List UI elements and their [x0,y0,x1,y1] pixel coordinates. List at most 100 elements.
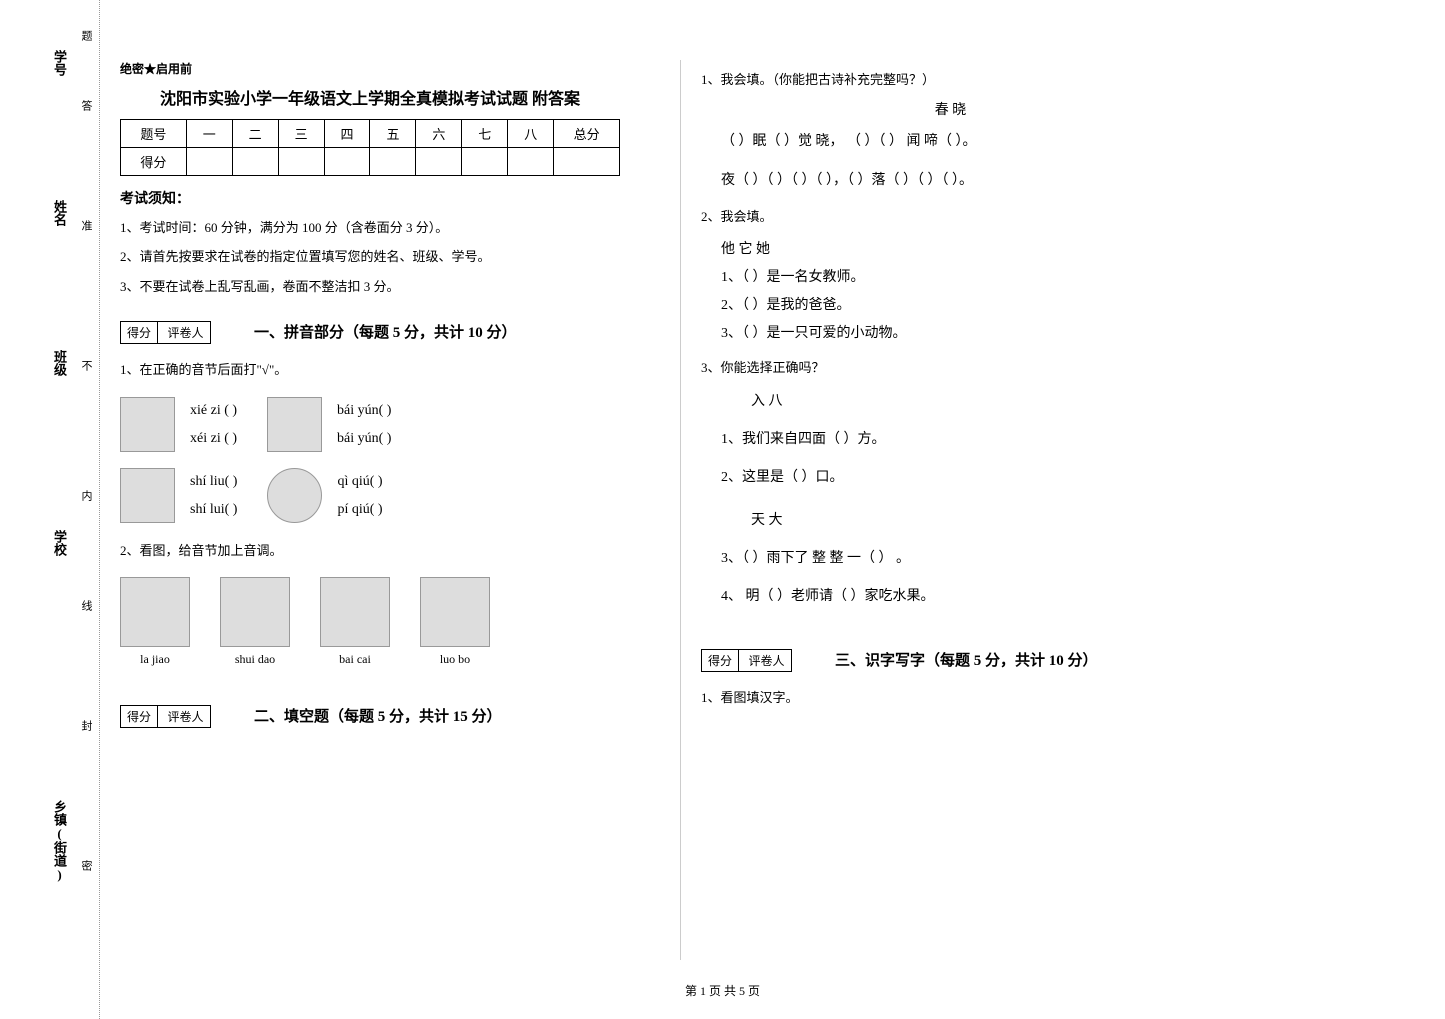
image-label: bai cai [320,652,390,667]
sidebar-label-class: 班级 [50,350,69,376]
sub-q-2-3-2: 2、这里是（ ）口。 [721,464,1200,492]
table-cell: 四 [324,120,370,148]
table-cell: 三 [278,120,324,148]
pronoun-options: 他 它 她 [721,236,1200,264]
score-label: 得分 [121,322,158,343]
score-box: 得分 评卷人 [701,649,792,672]
exam-title: 沈阳市实验小学一年级语文上学期全真模拟考试试题 附答案 [120,85,620,109]
section-1-title: 一、拼音部分（每题 5 分，共计 10 分） [254,321,517,342]
image-item: shui dao [220,577,290,667]
image-label: luo bo [420,652,490,667]
poem-line-1: （ ）眠（ ）觉 晓， （ ）（ ） 闻 啼（ ）。 [721,127,1200,158]
pinyin-row-1: xié zi ( ) xéi zi ( ) bái yún( ) bái yún… [120,397,620,453]
sidebar-label-school: 学校 [50,530,69,556]
pinyin-options: xié zi ( ) xéi zi ( ) [190,397,237,453]
score-box: 得分 评卷人 [120,321,211,344]
table-cell [186,148,232,176]
left-column: 绝密★启用前 沈阳市实验小学一年级语文上学期全真模拟考试试题 附答案 题号 一 … [120,60,620,734]
pinyin-options: bái yún( ) bái yún( ) [337,397,391,453]
pomegranate-image [120,468,175,523]
exam-notice-header: 考试须知： [120,188,620,208]
pepper-image [120,577,190,647]
score-box: 得分 评卷人 [120,705,211,728]
question-1-1: 1、在正确的音节后面打"√"。 [120,358,620,381]
poem-title: 春 晓 [701,99,1200,119]
binding-text-2: 答 [78,100,94,111]
sub-q-2-3-4: 4、 明（ ）老师请（ ）家吃水果。 [721,583,1200,611]
pinyin-options: qì qiú( ) pí qiú( ) [337,468,382,524]
confidential-label: 绝密★启用前 [120,60,620,77]
binding-text-3: 准 [78,220,94,231]
radish-image [420,577,490,647]
pinyin-options: shí liu( ) shí lui( ) [190,468,237,524]
table-cell: 七 [462,120,508,148]
section-3-title: 三、识字写字（每题 5 分，共计 10 分） [835,649,1098,670]
rice-image [220,577,290,647]
sub-q-2-3-3: 3、（ ）雨下了 整 整 一（ ） 。 [721,545,1200,573]
tone-images-row: la jiao shui dao bai cai luo bo [120,577,620,667]
question-2-2: 2、我会填。 [701,205,1200,228]
question-2-1: 1、我会填。（你能把古诗补充完整吗？） [701,68,1200,91]
grader-label: 评卷人 [743,650,791,671]
char-group-2: 天 大 [751,507,1200,535]
table-cell: 题号 [121,120,187,148]
grader-label: 评卷人 [162,706,210,727]
right-column: 1、我会填。（你能把古诗补充完整吗？） 春 晓 （ ）眠（ ）觉 晓， （ ）（… [680,60,1200,960]
table-cell: 五 [370,120,416,148]
table-cell [416,148,462,176]
page-footer: 第 1 页 共 5 页 [0,982,1445,999]
char-group-1: 入 八 [751,388,1200,416]
binding-text-8: 密 [78,860,94,871]
pinyin-row-2: shí liu( ) shí lui( ) qì qiú( ) pí qiú( … [120,468,620,524]
pinyin-option: qì qiú( ) [337,468,382,496]
table-cell [370,148,416,176]
pinyin-option: bái yún( ) [337,397,391,425]
sub-q-2-2-1: 1、（ ）是一名女教师。 [721,264,1200,292]
score-label: 得分 [121,706,158,727]
pinyin-option: bái yún( ) [337,425,391,453]
score-table: 题号 一 二 三 四 五 六 七 八 总分 得分 [120,119,620,176]
table-cell [324,148,370,176]
question-2-3: 3、你能选择正确吗？ [701,356,1200,379]
pinyin-option: xié zi ( ) [190,397,237,425]
table-cell [462,148,508,176]
binding-text-7: 封 [78,720,94,731]
table-cell: 二 [232,120,278,148]
sub-q-2-2-3: 3、（ ）是一只可爱的小动物。 [721,320,1200,348]
table-cell [554,148,620,176]
binding-text-5: 内 [78,490,94,501]
instruction-3: 3、不要在试卷上乱写乱画，卷面不整洁扣 3 分。 [120,275,620,298]
question-1-2: 2、看图，给音节加上音调。 [120,539,620,562]
table-cell: 总分 [554,120,620,148]
shoe-image [120,397,175,452]
sidebar-label-name: 姓名 [50,200,69,226]
pinyin-option: pí qiú( ) [337,496,382,524]
instruction-1: 1、考试时间：60 分钟，满分为 100 分（含卷面分 3 分）。 [120,216,620,239]
table-cell [232,148,278,176]
score-label: 得分 [702,650,739,671]
grader-label: 评卷人 [162,322,210,343]
image-label: la jiao [120,652,190,667]
sidebar: 学号 姓名 班级 学校 乡镇(街道) 题 答 准 不 内 线 封 密 [0,0,100,1019]
sub-q-2-2-2: 2、（ ）是我的爸爸。 [721,292,1200,320]
sidebar-label-id: 学号 [50,50,69,76]
section-2-title: 二、填空题（每题 5 分，共计 15 分） [254,705,502,726]
instruction-2: 2、请首先按要求在试卷的指定位置填写您的姓名、班级、学号。 [120,245,620,268]
cabbage-image [320,577,390,647]
image-item: bai cai [320,577,390,667]
balloon-image [267,468,322,523]
question-3-1: 1、看图填汉字。 [701,686,1200,709]
binding-text-4: 不 [78,360,94,371]
table-cell [278,148,324,176]
table-cell: 得分 [121,148,187,176]
pinyin-option: xéi zi ( ) [190,425,237,453]
table-cell [508,148,554,176]
table-cell: 一 [186,120,232,148]
table-row: 得分 [121,148,620,176]
pinyin-option: shí lui( ) [190,496,237,524]
sidebar-label-town: 乡镇(街道) [50,800,69,882]
image-item: luo bo [420,577,490,667]
pinyin-option: shí liu( ) [190,468,237,496]
sub-q-2-3-1: 1、我们来自四面（ ）方。 [721,426,1200,454]
binding-text-1: 题 [78,30,94,41]
